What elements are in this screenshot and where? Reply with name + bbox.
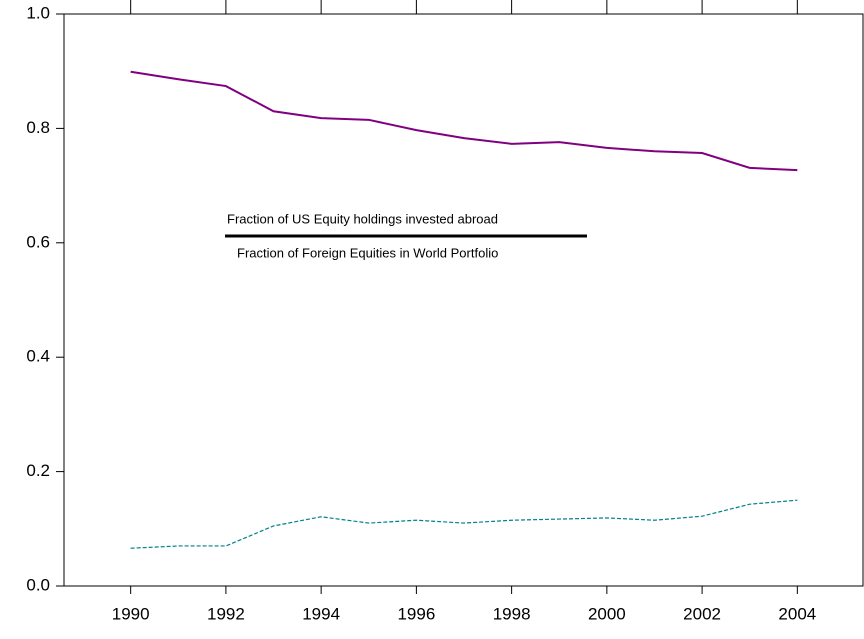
y-tick-label: 0.0: [26, 575, 50, 594]
x-tick-label: 2000: [588, 604, 626, 623]
plot-frame: [63, 13, 864, 587]
legend-label: Fraction of US Equity holdings invested …: [227, 211, 498, 226]
series-line: [130, 499, 798, 549]
x-tick-label: 1992: [207, 604, 245, 623]
x-tick-label: 1994: [302, 604, 340, 623]
y-tick-label: 0.8: [26, 118, 50, 137]
y-tick-label: 0.4: [26, 347, 50, 366]
x-tick-label: 1998: [493, 604, 531, 623]
series-line: [130, 70, 798, 172]
y-tick-label: 0.2: [26, 461, 50, 480]
x-tick-label: 2002: [683, 604, 721, 623]
legend-label: Fraction of Foreign Equities in World Po…: [237, 245, 498, 260]
y-tick-label: 1.0: [26, 3, 50, 22]
x-tick-label: 1990: [112, 604, 150, 623]
x-tick-label: 1996: [397, 604, 435, 623]
x-tick-label: 2004: [778, 604, 816, 623]
y-tick-label: 0.6: [26, 232, 50, 251]
